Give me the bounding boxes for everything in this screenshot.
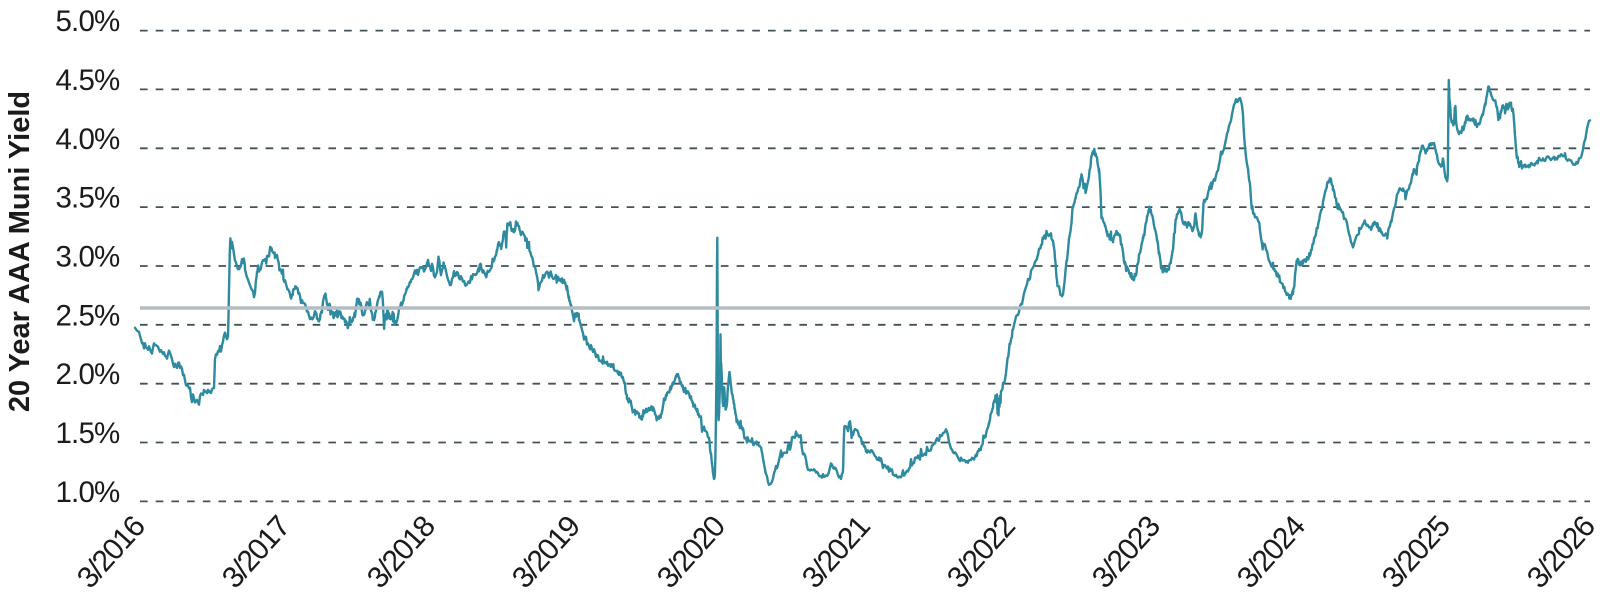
svg-text:2.5%: 2.5%: [55, 299, 120, 332]
svg-text:1.0%: 1.0%: [55, 476, 120, 509]
svg-text:3.5%: 3.5%: [55, 182, 120, 215]
svg-text:4.5%: 4.5%: [55, 64, 120, 97]
svg-text:5.0%: 5.0%: [55, 5, 120, 38]
svg-text:20 Year AAA Muni Yield: 20 Year AAA Muni Yield: [4, 91, 36, 412]
svg-text:4.0%: 4.0%: [55, 123, 120, 156]
svg-text:3.0%: 3.0%: [55, 241, 120, 274]
svg-text:2.0%: 2.0%: [55, 358, 120, 391]
svg-text:1.5%: 1.5%: [55, 417, 120, 450]
